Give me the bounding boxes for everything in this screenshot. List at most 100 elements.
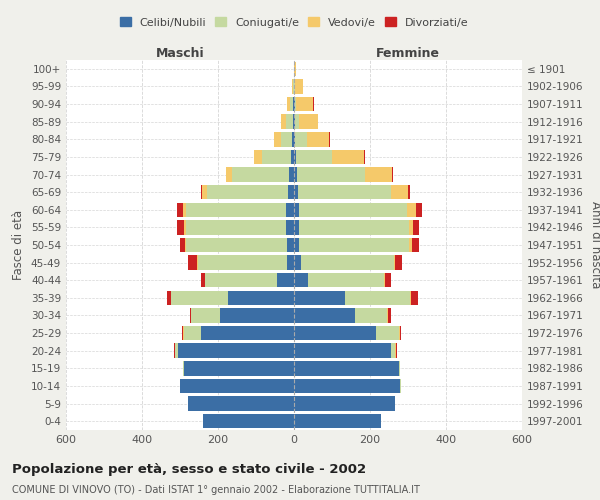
Bar xyxy=(294,378,401,393)
Text: Maschi: Maschi xyxy=(155,48,205,60)
Bar xyxy=(294,132,307,146)
Bar xyxy=(294,344,397,358)
Bar xyxy=(186,220,294,234)
Bar xyxy=(294,378,401,393)
Bar xyxy=(184,326,294,340)
Bar xyxy=(294,168,365,181)
Bar xyxy=(294,396,395,411)
Bar xyxy=(182,326,294,340)
Bar xyxy=(183,361,294,376)
Bar xyxy=(294,414,382,428)
Bar xyxy=(294,273,308,287)
Bar xyxy=(183,361,294,376)
Bar xyxy=(191,308,294,322)
Bar xyxy=(294,114,299,129)
Bar xyxy=(183,361,294,376)
Bar xyxy=(205,273,294,287)
Bar xyxy=(294,273,385,287)
Bar xyxy=(294,361,400,376)
Bar xyxy=(262,150,294,164)
Bar xyxy=(281,114,294,129)
Bar xyxy=(294,97,296,112)
Bar xyxy=(220,308,294,322)
Bar xyxy=(188,256,294,270)
Bar xyxy=(203,414,294,428)
Bar xyxy=(167,290,294,305)
Bar xyxy=(293,114,294,129)
Bar xyxy=(179,378,294,393)
Bar xyxy=(294,361,398,376)
Bar xyxy=(177,220,294,234)
Bar xyxy=(294,79,303,94)
Y-axis label: Anni di nascita: Anni di nascita xyxy=(589,202,600,288)
Bar xyxy=(294,185,298,200)
Bar xyxy=(294,378,400,393)
Bar xyxy=(294,344,395,358)
Bar xyxy=(175,344,294,358)
Bar xyxy=(254,150,294,164)
Bar xyxy=(227,290,294,305)
Y-axis label: Fasce di età: Fasce di età xyxy=(13,210,25,280)
Bar xyxy=(294,238,412,252)
Bar xyxy=(294,396,395,411)
Text: Femmine: Femmine xyxy=(376,48,440,60)
Bar xyxy=(294,150,364,164)
Bar xyxy=(294,308,387,322)
Bar xyxy=(175,344,294,358)
Bar xyxy=(178,202,294,217)
Bar xyxy=(294,114,295,129)
Bar xyxy=(203,414,294,428)
Bar xyxy=(294,256,403,270)
Bar xyxy=(170,290,294,305)
Bar xyxy=(294,238,299,252)
Bar xyxy=(185,238,294,252)
Bar xyxy=(203,414,294,428)
Bar xyxy=(226,168,294,181)
Bar xyxy=(183,326,294,340)
Bar xyxy=(294,378,401,393)
Bar xyxy=(188,396,294,411)
Bar xyxy=(294,97,313,112)
Bar xyxy=(287,97,294,112)
Bar xyxy=(294,414,382,428)
Bar xyxy=(294,396,395,411)
Bar xyxy=(294,256,395,270)
Bar xyxy=(294,326,401,340)
Bar xyxy=(294,150,365,164)
Bar xyxy=(179,238,294,252)
Bar xyxy=(290,97,294,112)
Bar xyxy=(293,97,294,112)
Bar xyxy=(274,132,294,146)
Bar xyxy=(294,79,303,94)
Bar xyxy=(294,114,319,129)
Bar xyxy=(294,97,295,112)
Bar xyxy=(287,256,294,270)
Bar xyxy=(281,132,294,146)
Bar xyxy=(286,114,294,129)
Bar xyxy=(179,378,294,393)
Bar xyxy=(191,308,294,322)
Bar xyxy=(286,202,294,217)
Text: Popolazione per età, sesso e stato civile - 2002: Popolazione per età, sesso e stato civil… xyxy=(12,462,366,475)
Bar xyxy=(289,168,294,181)
Bar xyxy=(294,290,418,305)
Bar xyxy=(201,185,294,200)
Bar xyxy=(186,202,294,217)
Bar xyxy=(198,256,294,270)
Bar xyxy=(178,344,294,358)
Bar xyxy=(292,132,294,146)
Bar xyxy=(205,273,294,287)
Bar xyxy=(294,414,382,428)
Bar xyxy=(294,185,391,200)
Bar xyxy=(294,150,296,164)
Bar xyxy=(206,185,294,200)
Bar xyxy=(294,256,394,270)
Bar xyxy=(294,150,332,164)
Bar xyxy=(188,396,294,411)
Bar xyxy=(190,308,294,322)
Bar xyxy=(294,326,398,340)
Bar xyxy=(289,185,294,200)
Bar xyxy=(175,344,294,358)
Bar xyxy=(201,326,294,340)
Bar xyxy=(184,220,294,234)
